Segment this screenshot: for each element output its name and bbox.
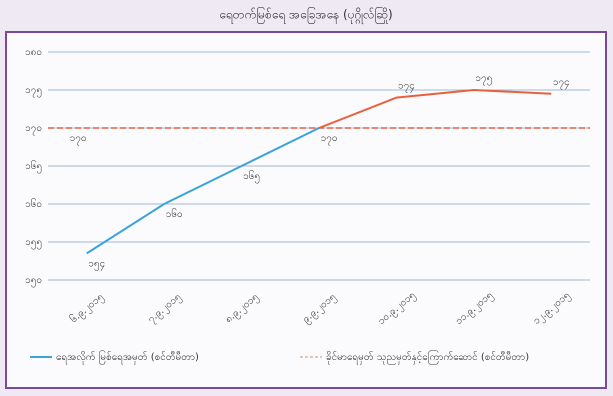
data-label: ၁၇၅ bbox=[475, 73, 492, 86]
legend-label: ခိုင်မာရေမှတ် သုညမှတ်နှင့်ကြောက်ဆောင် (စ… bbox=[326, 349, 529, 365]
series-line bbox=[318, 88, 552, 129]
y-tick-label: ၁၅၀ bbox=[25, 275, 42, 288]
legend-label: ရေအလိုက် မြစ်ရေအမှတ် (စင်တီမီတာ) bbox=[56, 349, 199, 365]
reference-label: ၁၇၀ bbox=[70, 133, 87, 146]
chart-frame bbox=[5, 31, 607, 389]
data-label: ၁၇၄ bbox=[553, 77, 570, 90]
data-label: ၁၇၀ bbox=[321, 133, 338, 146]
y-tick-label: ၁၇၀ bbox=[25, 123, 42, 136]
y-tick-label: ၁၈၀ bbox=[25, 47, 42, 58]
series-line bbox=[86, 127, 320, 255]
data-label: ၁၇၄ bbox=[398, 81, 415, 94]
chart-title: ရေတက်မြစ်ရေ အခြေအနေ (ပုဂ္ဂိုလ်ဆြို) bbox=[219, 6, 392, 25]
y-tick-label: ၁၅၅ bbox=[25, 237, 42, 250]
y-tick-label: ၁၆၀ bbox=[25, 197, 42, 210]
data-label: ၁၆၀ bbox=[166, 207, 183, 220]
y-tick-label: ၁၆၅ bbox=[25, 159, 42, 174]
data-label: ၁၆၅ bbox=[243, 169, 260, 184]
data-label: ၁၅၄ bbox=[88, 258, 105, 271]
y-tick-label: ၁၇၅ bbox=[25, 85, 42, 98]
